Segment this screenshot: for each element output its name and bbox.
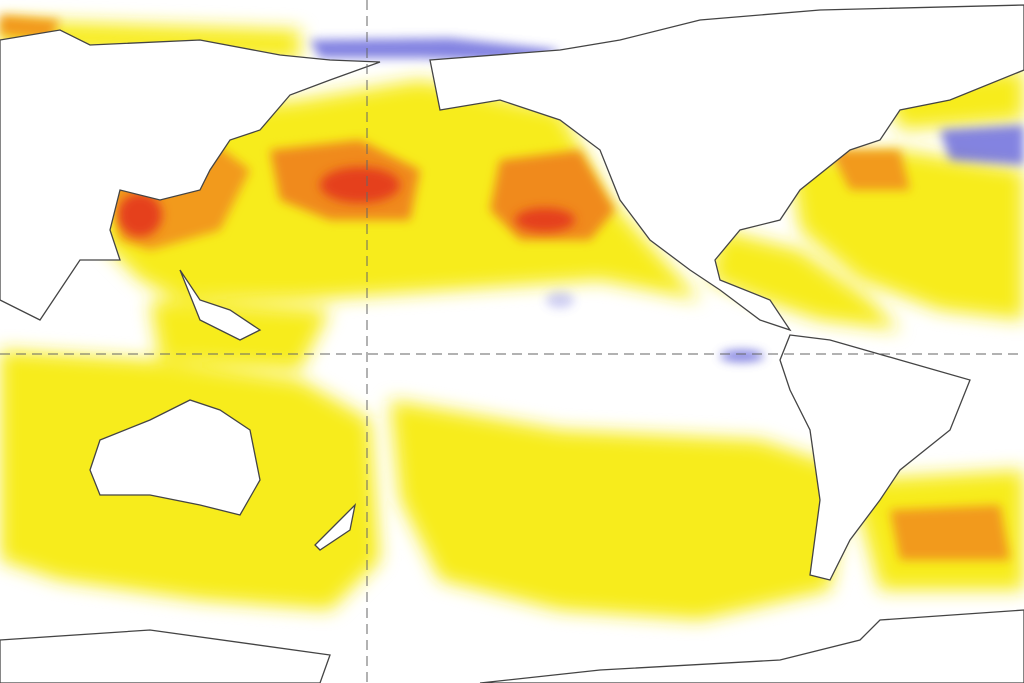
asia: [0, 29, 381, 321]
coastlines: [0, 4, 1024, 683]
antarctica-west: [0, 629, 331, 683]
warm-anomaly-yellow: [0, 20, 1024, 620]
warm-anomaly-red: [118, 57, 708, 237]
australia: [89, 399, 261, 516]
antarctica-east: [479, 609, 1024, 683]
north-america: [429, 4, 1024, 332]
south-america: [779, 334, 971, 581]
new-zealand: [314, 503, 357, 551]
islands: [179, 269, 262, 341]
